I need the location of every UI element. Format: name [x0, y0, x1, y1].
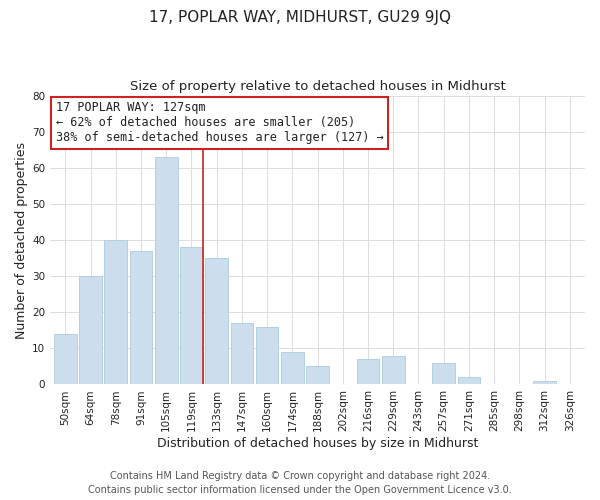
Bar	[306, 366, 329, 384]
Bar	[433, 363, 455, 384]
Bar	[533, 381, 556, 384]
Text: Contains HM Land Registry data © Crown copyright and database right 2024.
Contai: Contains HM Land Registry data © Crown c…	[88, 471, 512, 495]
Y-axis label: Number of detached properties: Number of detached properties	[15, 142, 28, 338]
Bar	[382, 356, 404, 384]
Text: 17, POPLAR WAY, MIDHURST, GU29 9JQ: 17, POPLAR WAY, MIDHURST, GU29 9JQ	[149, 10, 451, 25]
Bar	[79, 276, 102, 384]
X-axis label: Distribution of detached houses by size in Midhurst: Distribution of detached houses by size …	[157, 437, 478, 450]
Text: 17 POPLAR WAY: 127sqm
← 62% of detached houses are smaller (205)
38% of semi-det: 17 POPLAR WAY: 127sqm ← 62% of detached …	[56, 102, 383, 144]
Bar	[155, 157, 178, 384]
Bar	[256, 326, 278, 384]
Bar	[104, 240, 127, 384]
Bar	[205, 258, 228, 384]
Bar	[281, 352, 304, 384]
Bar	[458, 377, 481, 384]
Bar	[54, 334, 77, 384]
Bar	[130, 251, 152, 384]
Bar	[356, 359, 379, 384]
Bar	[180, 247, 203, 384]
Bar	[230, 323, 253, 384]
Title: Size of property relative to detached houses in Midhurst: Size of property relative to detached ho…	[130, 80, 505, 93]
